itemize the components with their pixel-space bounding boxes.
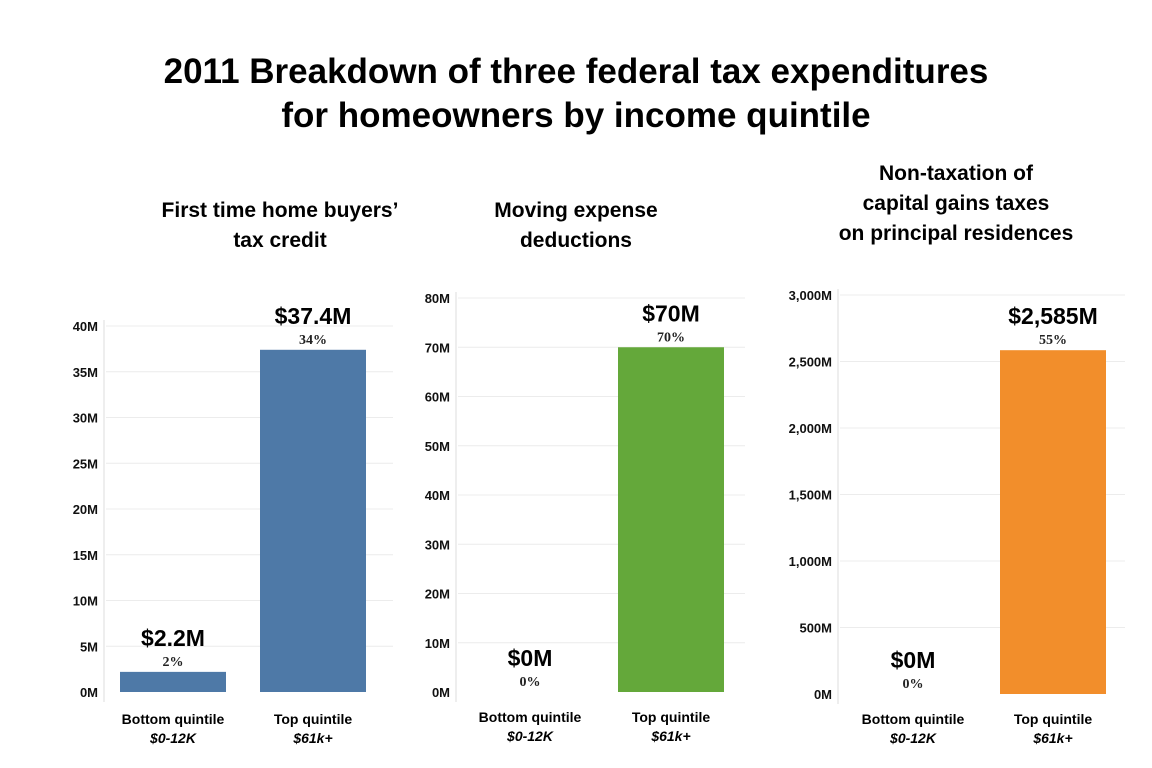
y-tick-label: 15M [73,548,98,563]
chart-2: 0M 10M 20M 30M 40M 50M 60M 70M 80M 0% $0M Bottom qu… [425,291,745,744]
y-tick-label: 500M [799,621,832,636]
bar [1000,350,1106,694]
chart-3-title-line: on principal residences [838,222,1074,245]
x-category-sublabel: $61k+ [1032,730,1072,746]
bar-share-label: 34% [299,333,327,348]
x-category-label: Top quintile [632,709,710,725]
chart-3-title: Non-taxation of capital gains taxes on p… [780,159,1132,249]
y-tick-label: 1,500M [789,488,832,503]
x-category-label: Top quintile [274,711,352,727]
y-tick-label: 0M [814,687,832,702]
y-tick-label: 30M [73,411,98,426]
x-category-label: Bottom quintile [122,711,225,727]
y-tick-label: 70M [425,340,450,355]
y-tick-label: 2,500M [789,355,832,370]
chart-1-title-line: First time home buyers’ [161,199,399,222]
chart-1-title-line: tax credit [233,229,327,252]
y-tick-label: 40M [425,488,450,503]
chart-1: 0M 5M 10M 15M 20M 25M 30M 35M 40M 2% $2.2M Bottom q… [73,303,393,746]
chart-3-title-line: capital gains taxes [862,192,1050,215]
x-category-sublabel: $0-12K [889,730,937,746]
bar [120,671,226,692]
bar-share-label: 70% [657,330,685,345]
y-tick-label: 2,000M [789,421,832,436]
y-tick-label: 5M [80,639,98,654]
x-category-label: Top quintile [1014,711,1092,727]
chart-1-title: First time home buyers’ tax credit [55,196,505,256]
main-title-line-1: 2011 Breakdown of three federal tax expe… [163,52,989,91]
y-tick-label: 60M [425,390,450,405]
y-tick-label: 20M [425,587,450,602]
chart-2-title-line: deductions [519,229,632,252]
y-tick-label: 50M [425,439,450,454]
y-tick-label: 35M [73,365,98,380]
bar-value-label: $0M [508,645,553,671]
y-tick-label: 25M [73,456,98,471]
y-tick-label: 80M [425,291,450,306]
bar-share-label: 55% [1039,333,1067,348]
y-tick-label: 10M [425,636,450,651]
x-category-sublabel: $0-12K [149,730,197,746]
main-title: 2011 Breakdown of three federal tax expe… [0,50,1152,138]
bar-share-label: 0% [520,675,541,690]
y-tick-label: 20M [73,502,98,517]
bar-value-label: $37.4M [275,303,352,329]
x-category-sublabel: $0-12K [506,728,554,744]
bar-value-label: $0M [891,647,936,673]
chart-2-title: Moving expense deductions [400,196,752,256]
y-tick-label: 10M [73,594,98,609]
bar-value-label: $2.2M [141,625,205,651]
bar-value-label: $2,585M [1008,303,1098,329]
y-tick-label: 40M [73,319,98,334]
y-tick-label: 3,000M [789,288,832,303]
bar-share-label: 2% [163,655,184,670]
bar-share-label: 0% [903,677,924,692]
x-category-sublabel: $61k+ [650,728,690,744]
y-tick-label: 1,000M [789,554,832,569]
y-tick-label: 0M [80,685,98,700]
main-title-line-2: for homeowners by income quintile [281,96,871,135]
x-category-label: Bottom quintile [479,709,582,725]
x-category-sublabel: $61k+ [292,730,332,746]
bar [260,349,366,692]
bar-value-label: $70M [642,300,700,326]
chart-3: 0M 500M 1,000M 1,500M 2,000M 2,500M 3,000M 0% $0… [789,288,1125,746]
chart-2-title-line: Moving expense [494,199,658,222]
chart-3-title-line: Non-taxation of [879,162,1033,185]
y-tick-label: 30M [425,537,450,552]
x-category-label: Bottom quintile [862,711,965,727]
bar [618,347,724,692]
y-tick-label: 0M [432,685,450,700]
